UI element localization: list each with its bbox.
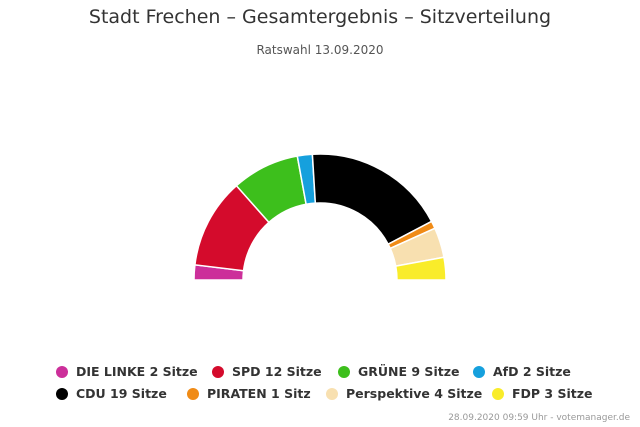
credit-text: 28.09.2020 09:59 Uhr - votemanager.de — [448, 413, 630, 423]
legend-dot-icon — [326, 387, 338, 400]
legend-item-die-linke[interactable]: DIE LINKE 2 Sitze — [56, 364, 198, 379]
chart-subtitle: Ratswahl 13.09.2020 — [256, 43, 384, 57]
legend-dot-icon — [212, 365, 224, 378]
legend-label: CDU 19 Sitze — [76, 386, 167, 401]
legend-item-gruene[interactable]: GRÜNE 9 Sitze — [338, 364, 459, 379]
legend-item-afd[interactable]: AfD 2 Sitze — [473, 364, 571, 379]
legend-label: DIE LINKE 2 Sitze — [76, 364, 198, 379]
legend-row-1: DIE LINKE 2 Sitze SPD 12 Sitze GRÜNE 9 S… — [56, 364, 616, 386]
legend-item-cdu[interactable]: CDU 19 Sitze — [56, 386, 167, 401]
legend-item-spd[interactable]: SPD 12 Sitze — [212, 364, 322, 379]
legend-item-piraten[interactable]: PIRATEN 1 Sitz — [187, 386, 311, 401]
legend-dot-icon — [473, 365, 485, 378]
legend-dot-icon — [56, 387, 68, 400]
legend-label: Perspektive 4 Sitze — [346, 386, 483, 401]
legend-dot-icon — [492, 387, 504, 400]
legend-item-fdp[interactable]: FDP 3 Sitze — [492, 386, 593, 401]
legend-label: GRÜNE 9 Sitze — [358, 364, 460, 379]
legend-label: FDP 3 Sitze — [512, 386, 593, 401]
legend-label: PIRATEN 1 Sitz — [207, 386, 311, 401]
legend-dot-icon — [187, 387, 199, 400]
chart-legend: DIE LINKE 2 Sitze SPD 12 Sitze GRÜNE 9 S… — [56, 364, 616, 408]
legend-row-2: CDU 19 Sitze PIRATEN 1 Sitz Perspektive … — [56, 386, 616, 408]
legend-dot-icon — [56, 365, 68, 378]
legend-item-perspektive[interactable]: Perspektive 4 Sitze — [326, 386, 482, 401]
legend-label: AfD 2 Sitze — [493, 364, 571, 379]
slice-fdp[interactable] — [394, 256, 447, 281]
legend-dot-icon — [338, 365, 350, 378]
legend-label: SPD 12 Sitze — [232, 364, 322, 379]
chart-title: Stadt Frechen – Gesamtergebnis – Sitzver… — [88, 6, 552, 28]
